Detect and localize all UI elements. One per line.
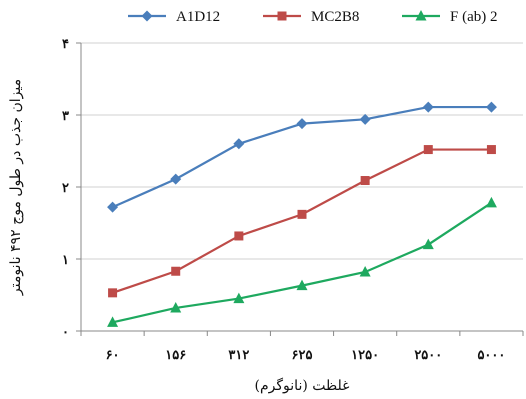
data-point-a1d12 bbox=[359, 113, 371, 125]
data-point-a1d12 bbox=[296, 118, 308, 130]
data-point-f-ab-2 bbox=[485, 196, 497, 208]
legend: A1D12 MC2B8 F (ab) 2 bbox=[128, 9, 498, 25]
legend-marker bbox=[277, 11, 287, 21]
x-tick-label: ۶۲۵ bbox=[292, 348, 313, 363]
legend-label: MC2B8 bbox=[311, 9, 359, 25]
data-point-a1d12 bbox=[422, 101, 434, 113]
y-tick-label: ۲ bbox=[62, 181, 69, 196]
x-tick-label: ۳۱۲ bbox=[228, 348, 249, 363]
x-tick-label: ۱۲۵۰ bbox=[351, 348, 379, 363]
data-point-a1d12 bbox=[107, 201, 119, 213]
data-point-a1d12 bbox=[233, 138, 245, 150]
y-axis-title: میزان جذب در طول موج ۴۹۲ نانومتر bbox=[8, 79, 24, 296]
x-tick-label: ۲۵۰۰ bbox=[414, 348, 442, 363]
data-point-mc2b8 bbox=[360, 176, 370, 186]
data-point-f-ab-2 bbox=[296, 279, 308, 291]
data-point-f-ab-2 bbox=[359, 265, 371, 277]
data-point-mc2b8 bbox=[108, 288, 118, 298]
y-tick-label: ۳ bbox=[62, 109, 69, 124]
data-point-a1d12 bbox=[170, 173, 182, 185]
data-point-a1d12 bbox=[485, 101, 497, 113]
x-tick-label: ۶۰ bbox=[106, 348, 120, 363]
data-point-f-ab-2 bbox=[422, 238, 434, 250]
data-point-mc2b8 bbox=[171, 266, 181, 276]
legend-marker bbox=[415, 10, 427, 21]
y-tick-label: ۱ bbox=[62, 253, 69, 268]
y-tick-label: ۴ bbox=[62, 37, 69, 52]
data-point-f-ab-2 bbox=[107, 316, 119, 327]
data-point-mc2b8 bbox=[297, 209, 307, 219]
data-point-mc2b8 bbox=[423, 145, 433, 155]
legend-marker bbox=[141, 10, 153, 22]
legend-label: F (ab) 2 bbox=[450, 9, 498, 25]
data-point-mc2b8 bbox=[486, 145, 496, 155]
axes: ۰ ۱ ۲ ۳ ۴ ۶۰ ۱۵۶ ۳۱۲ ۶۲۵ ۱۲۵۰ ۲۵۰۰ ۵۰۰۰ bbox=[62, 37, 524, 363]
data-point-f-ab-2 bbox=[233, 292, 245, 304]
data-point-f-ab-2 bbox=[170, 301, 182, 313]
grid bbox=[81, 42, 523, 260]
x-axis-title: غلظت (نانوگرم) bbox=[255, 377, 350, 394]
series-line-f-ab-2 bbox=[112, 201, 493, 324]
data-point-mc2b8 bbox=[234, 231, 244, 241]
y-tick-label: ۰ bbox=[62, 325, 69, 340]
x-tick-label: ۱۵۶ bbox=[165, 348, 186, 363]
series-layer bbox=[107, 101, 497, 327]
x-tick-label: ۵۰۰۰ bbox=[477, 348, 505, 363]
legend-label: A1D12 bbox=[176, 9, 220, 25]
series-line-mc2b8 bbox=[112, 148, 492, 294]
